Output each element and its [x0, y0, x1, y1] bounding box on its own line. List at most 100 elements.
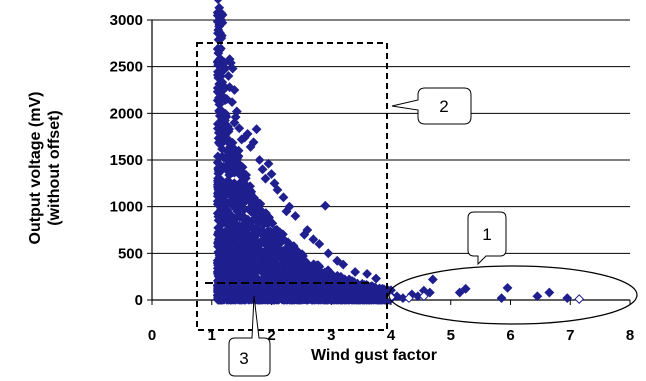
data-point — [241, 242, 252, 253]
data-point — [222, 121, 233, 132]
data-point — [460, 283, 471, 294]
data-point — [225, 290, 236, 300]
data-point — [502, 282, 513, 293]
data-point — [418, 291, 429, 302]
data-point — [266, 169, 277, 179]
data-point — [244, 271, 255, 281]
data-point — [290, 263, 300, 274]
data-point — [245, 142, 256, 152]
data-point — [216, 204, 226, 215]
data-point — [404, 293, 414, 304]
data-point — [367, 284, 378, 295]
data-point — [272, 282, 283, 293]
data-point — [278, 289, 289, 300]
data-point — [233, 145, 244, 156]
callout-3: 3 — [228, 295, 271, 377]
data-point — [234, 123, 245, 134]
x-tick-label: 1 — [208, 327, 216, 344]
data-point — [213, 285, 224, 296]
data-point — [214, 2, 225, 13]
data-point — [239, 218, 250, 229]
data-point — [283, 240, 294, 251]
data-point — [220, 108, 231, 119]
data-point — [219, 192, 230, 203]
data-point — [218, 242, 229, 253]
x-tick-label: 5 — [447, 327, 455, 344]
x-axis-label: Wind gust factor — [311, 347, 437, 364]
data-point — [245, 188, 256, 199]
data-point — [371, 273, 381, 284]
x-tick-label: 6 — [506, 327, 514, 344]
data-point — [213, 72, 224, 83]
data-point — [214, 253, 225, 264]
data-point — [215, 43, 226, 54]
data-point — [272, 235, 283, 246]
data-point — [362, 268, 373, 279]
data-point — [232, 235, 243, 246]
data-point — [213, 0, 223, 5]
data-point — [254, 155, 265, 165]
data-point — [323, 248, 334, 259]
data-point — [243, 230, 254, 241]
dashed-region-box — [196, 42, 388, 331]
y-tick-label: 1500 — [110, 152, 143, 169]
data-point — [296, 253, 307, 264]
data-point — [212, 188, 223, 199]
data-point — [350, 267, 361, 277]
data-point — [320, 200, 331, 211]
y-axis-label-line1: Output voltage (mV) — [27, 92, 44, 245]
data-point — [229, 190, 240, 201]
data-point — [229, 85, 240, 95]
data-point — [215, 265, 225, 276]
data-point — [231, 293, 242, 304]
data-point — [260, 173, 271, 184]
y-axis-label-line2: (without offset) — [46, 110, 63, 226]
data-point — [235, 260, 246, 270]
data-point — [574, 294, 585, 304]
data-point — [236, 134, 247, 145]
data-point — [276, 272, 287, 282]
data-point — [326, 294, 337, 304]
data-point — [454, 287, 465, 298]
data-point — [308, 234, 319, 245]
data-point — [228, 184, 239, 195]
tick-labels: 0 500 1000 1500 2000 2500 3000 0 1 2 3 4 5 6 7 8 — [110, 12, 635, 344]
data-point — [275, 264, 286, 275]
data-point — [251, 124, 262, 135]
x-tick-label: 4 — [387, 327, 396, 344]
data-point — [370, 294, 381, 305]
svg-text:2: 2 — [439, 97, 448, 116]
data-point — [237, 251, 248, 262]
data-point — [260, 293, 271, 303]
data-point — [264, 215, 275, 226]
data-point — [562, 293, 573, 304]
data-point — [261, 233, 272, 244]
data-point — [286, 291, 297, 302]
data-point — [323, 265, 333, 276]
data-points — [212, 0, 585, 305]
data-point — [213, 163, 224, 174]
data-point — [251, 266, 262, 277]
svg-text:3: 3 — [239, 349, 248, 368]
data-point — [252, 286, 262, 297]
data-point — [354, 290, 365, 301]
data-point — [290, 211, 301, 221]
data-point — [293, 285, 304, 295]
data-point — [237, 203, 248, 214]
data-point — [258, 273, 269, 284]
data-point — [305, 293, 315, 304]
data-point — [251, 214, 262, 224]
data-point — [223, 71, 234, 81]
data-point — [288, 244, 299, 255]
callout-2: 2 — [391, 87, 472, 125]
data-point — [257, 164, 268, 175]
data-point — [230, 284, 241, 295]
y-tick-label: 1000 — [110, 199, 143, 216]
data-point — [544, 287, 555, 298]
y-tick-label: 2500 — [110, 59, 143, 76]
data-point — [217, 177, 228, 188]
data-point — [424, 287, 435, 298]
data-point — [278, 252, 289, 263]
data-point — [234, 159, 245, 170]
